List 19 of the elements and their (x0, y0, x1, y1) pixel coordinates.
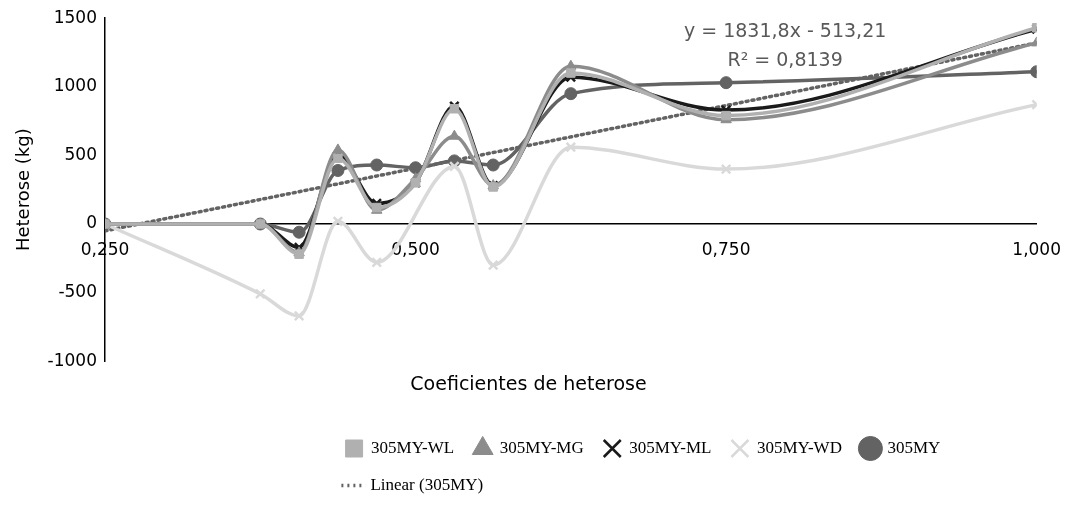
legend-label: 305MY-WD (756, 437, 842, 457)
y-tick-label: 500 (64, 143, 97, 164)
legend-label: 305MY-MG (499, 437, 584, 457)
y-tick-label: -500 (58, 281, 97, 302)
x-tick-label: 1,000 (1012, 238, 1061, 259)
legend-label: 305MY-WL (371, 437, 455, 457)
y-tick-label: 1500 (53, 6, 97, 27)
y-tick-label: -1000 (47, 349, 97, 370)
legend-label: Linear (305MY) (370, 474, 484, 494)
x-axis-title: Coeficientes de heterose (410, 371, 647, 394)
annotation: R² = 0,8139 (727, 48, 843, 71)
y-tick-label: 0 (86, 212, 97, 233)
x-tick-label: 0,500 (391, 238, 440, 259)
legend-label: 305MY (887, 437, 941, 457)
y-axis-title: Heterose (kg) (12, 128, 34, 252)
y-tick-label: 1000 (53, 75, 97, 96)
x-tick-label: 0,750 (701, 238, 751, 259)
annotation: y = 1831,8x - 513,21 (683, 19, 887, 42)
legend-label: 305MY-ML (629, 437, 712, 457)
